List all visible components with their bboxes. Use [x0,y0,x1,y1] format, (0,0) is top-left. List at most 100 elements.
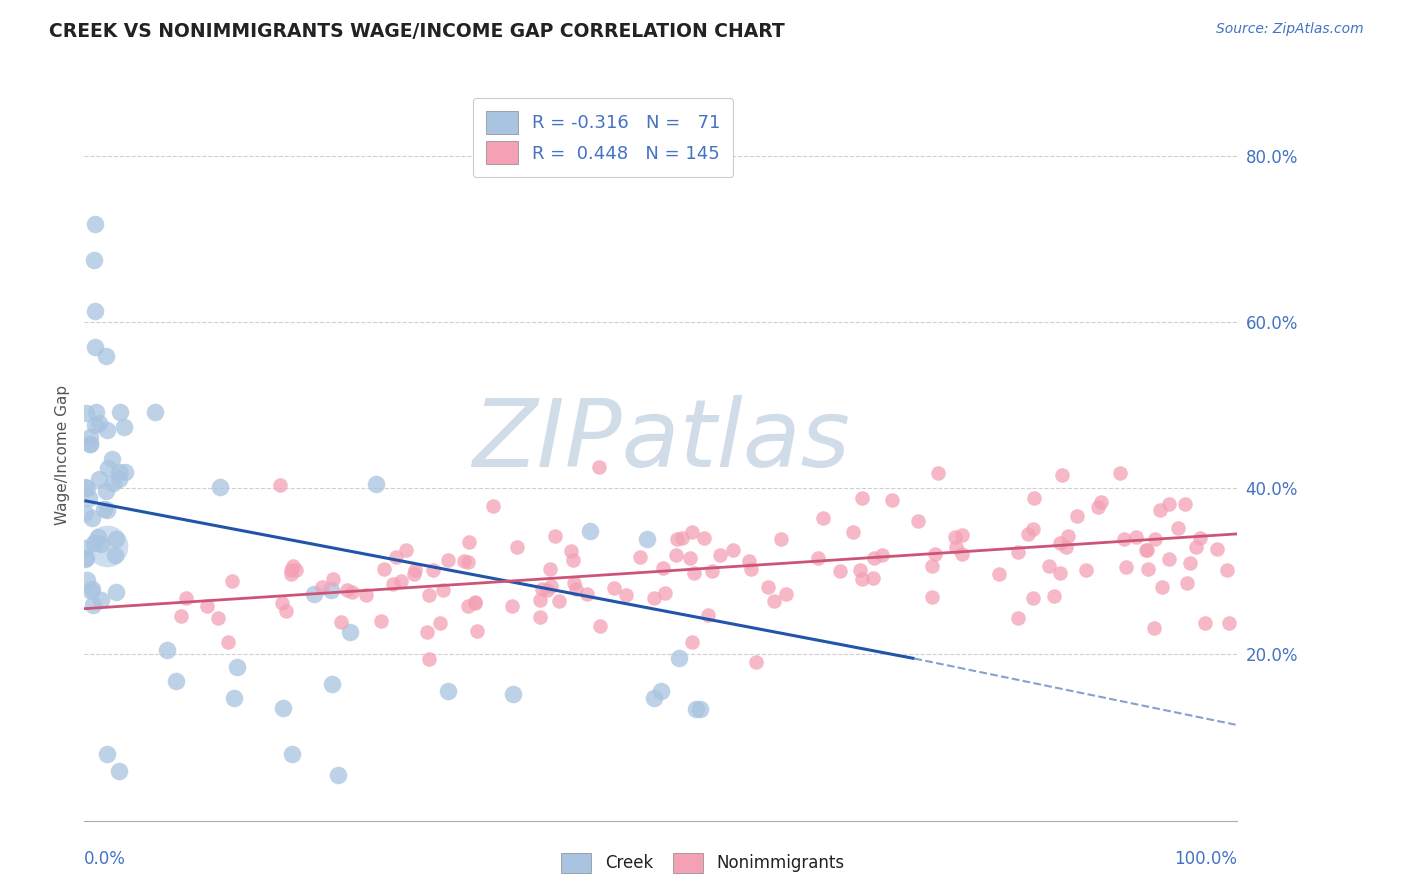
Point [80,582,103,597]
Point [501,599,523,613]
Point [464,595,486,609]
Point [1054,540,1077,554]
Point [562,576,585,591]
Point [1021,522,1043,536]
Point [465,624,488,639]
Point [319,583,342,598]
Point [89,472,111,486]
Point [924,547,946,561]
Point [1049,536,1071,550]
Point [104,533,127,547]
Point [75,406,97,420]
Point [502,688,524,702]
Point [174,591,197,606]
Point [1125,530,1147,544]
Point [603,581,626,595]
Point [693,531,716,545]
Point [921,591,943,605]
Point [93,502,115,516]
Point [830,564,852,578]
Point [322,572,344,586]
Point [763,594,786,608]
Point [79,436,101,450]
Point [269,478,291,492]
Point [1038,558,1060,573]
Point [224,691,246,706]
Point [529,609,551,624]
Point [404,563,426,577]
Text: 0.0%: 0.0% [84,850,127,868]
Point [208,480,231,494]
Point [681,634,703,648]
Point [89,416,111,430]
Point [643,690,665,705]
Point [94,349,117,363]
Point [418,588,440,602]
Point [683,566,706,580]
Point [370,614,392,628]
Point [80,511,103,525]
Point [560,544,582,558]
Point [395,543,418,558]
Point [422,562,444,576]
Point [1150,580,1173,594]
Point [415,624,437,639]
Point [579,524,602,538]
Point [548,594,571,608]
Legend: R = -0.316   N =   71, R =  0.448   N = 145: R = -0.316 N = 71, R = 0.448 N = 145 [472,98,734,178]
Point [842,524,865,539]
Point [636,532,658,546]
Point [1007,545,1029,559]
Point [84,217,107,231]
Point [73,551,96,566]
Text: CREEK VS NONIMMIGRANTS WAGE/INCOME GAP CORRELATION CHART: CREEK VS NONIMMIGRANTS WAGE/INCOME GAP C… [49,22,785,41]
Point [79,436,101,450]
Point [80,583,103,598]
Point [1194,616,1216,631]
Point [114,465,136,479]
Point [284,563,307,577]
Point [665,548,688,562]
Point [84,405,107,419]
Point [849,563,872,577]
Point [671,531,693,545]
Point [108,764,131,778]
Point [643,591,665,605]
Point [709,548,731,562]
Point [562,552,585,566]
Point [807,551,830,566]
Point [927,467,949,481]
Point [207,611,229,625]
Text: Source: ZipAtlas.com: Source: ZipAtlas.com [1216,22,1364,37]
Point [453,554,475,568]
Point [432,582,454,597]
Point [1017,526,1039,541]
Point [988,567,1011,582]
Point [429,615,451,630]
Point [1135,542,1157,557]
Point [681,525,703,540]
Point [1136,542,1159,557]
Text: ZIPatlas: ZIPatlas [472,395,849,486]
Point [740,562,762,576]
Point [880,493,903,508]
Point [437,553,460,567]
Point [685,702,707,716]
Point [665,532,688,546]
Point [108,472,131,486]
Point [418,652,440,666]
Point [84,418,107,433]
Point [96,484,118,499]
Point [108,465,131,479]
Point [86,530,108,544]
Point [108,405,131,419]
Point [482,499,505,513]
Point [575,587,598,601]
Point [356,588,378,602]
Point [79,491,101,505]
Point [1076,563,1098,577]
Point [679,551,702,566]
Point [73,480,96,494]
Point [457,599,479,614]
Point [302,587,325,601]
